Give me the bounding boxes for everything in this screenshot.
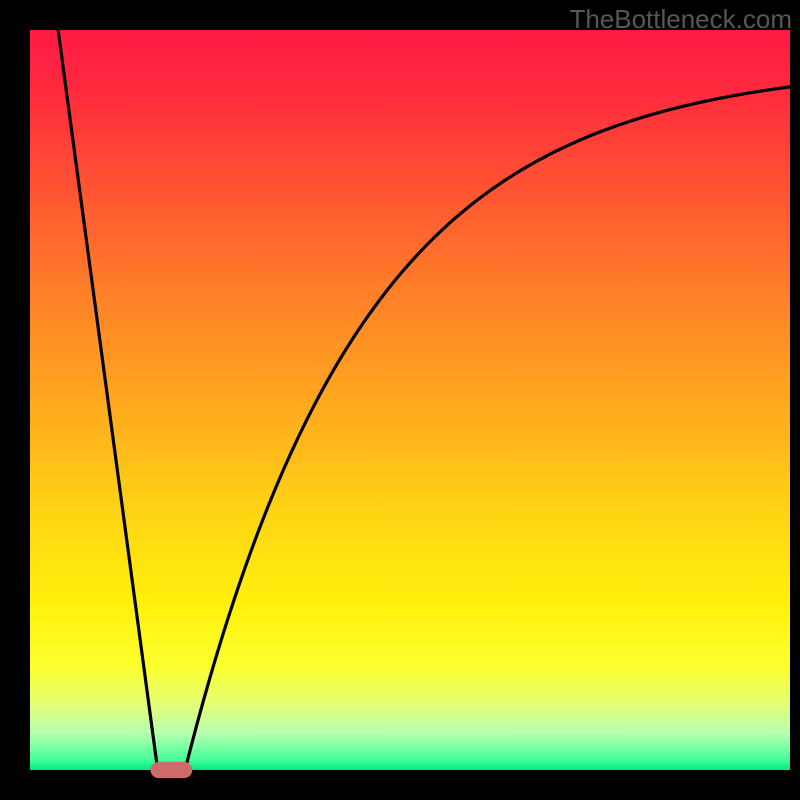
chart-container: TheBottleneck.com xyxy=(0,0,800,800)
bottleneck-chart xyxy=(0,0,800,800)
watermark-text: TheBottleneck.com xyxy=(569,4,792,35)
optimal-point-marker xyxy=(150,762,192,778)
